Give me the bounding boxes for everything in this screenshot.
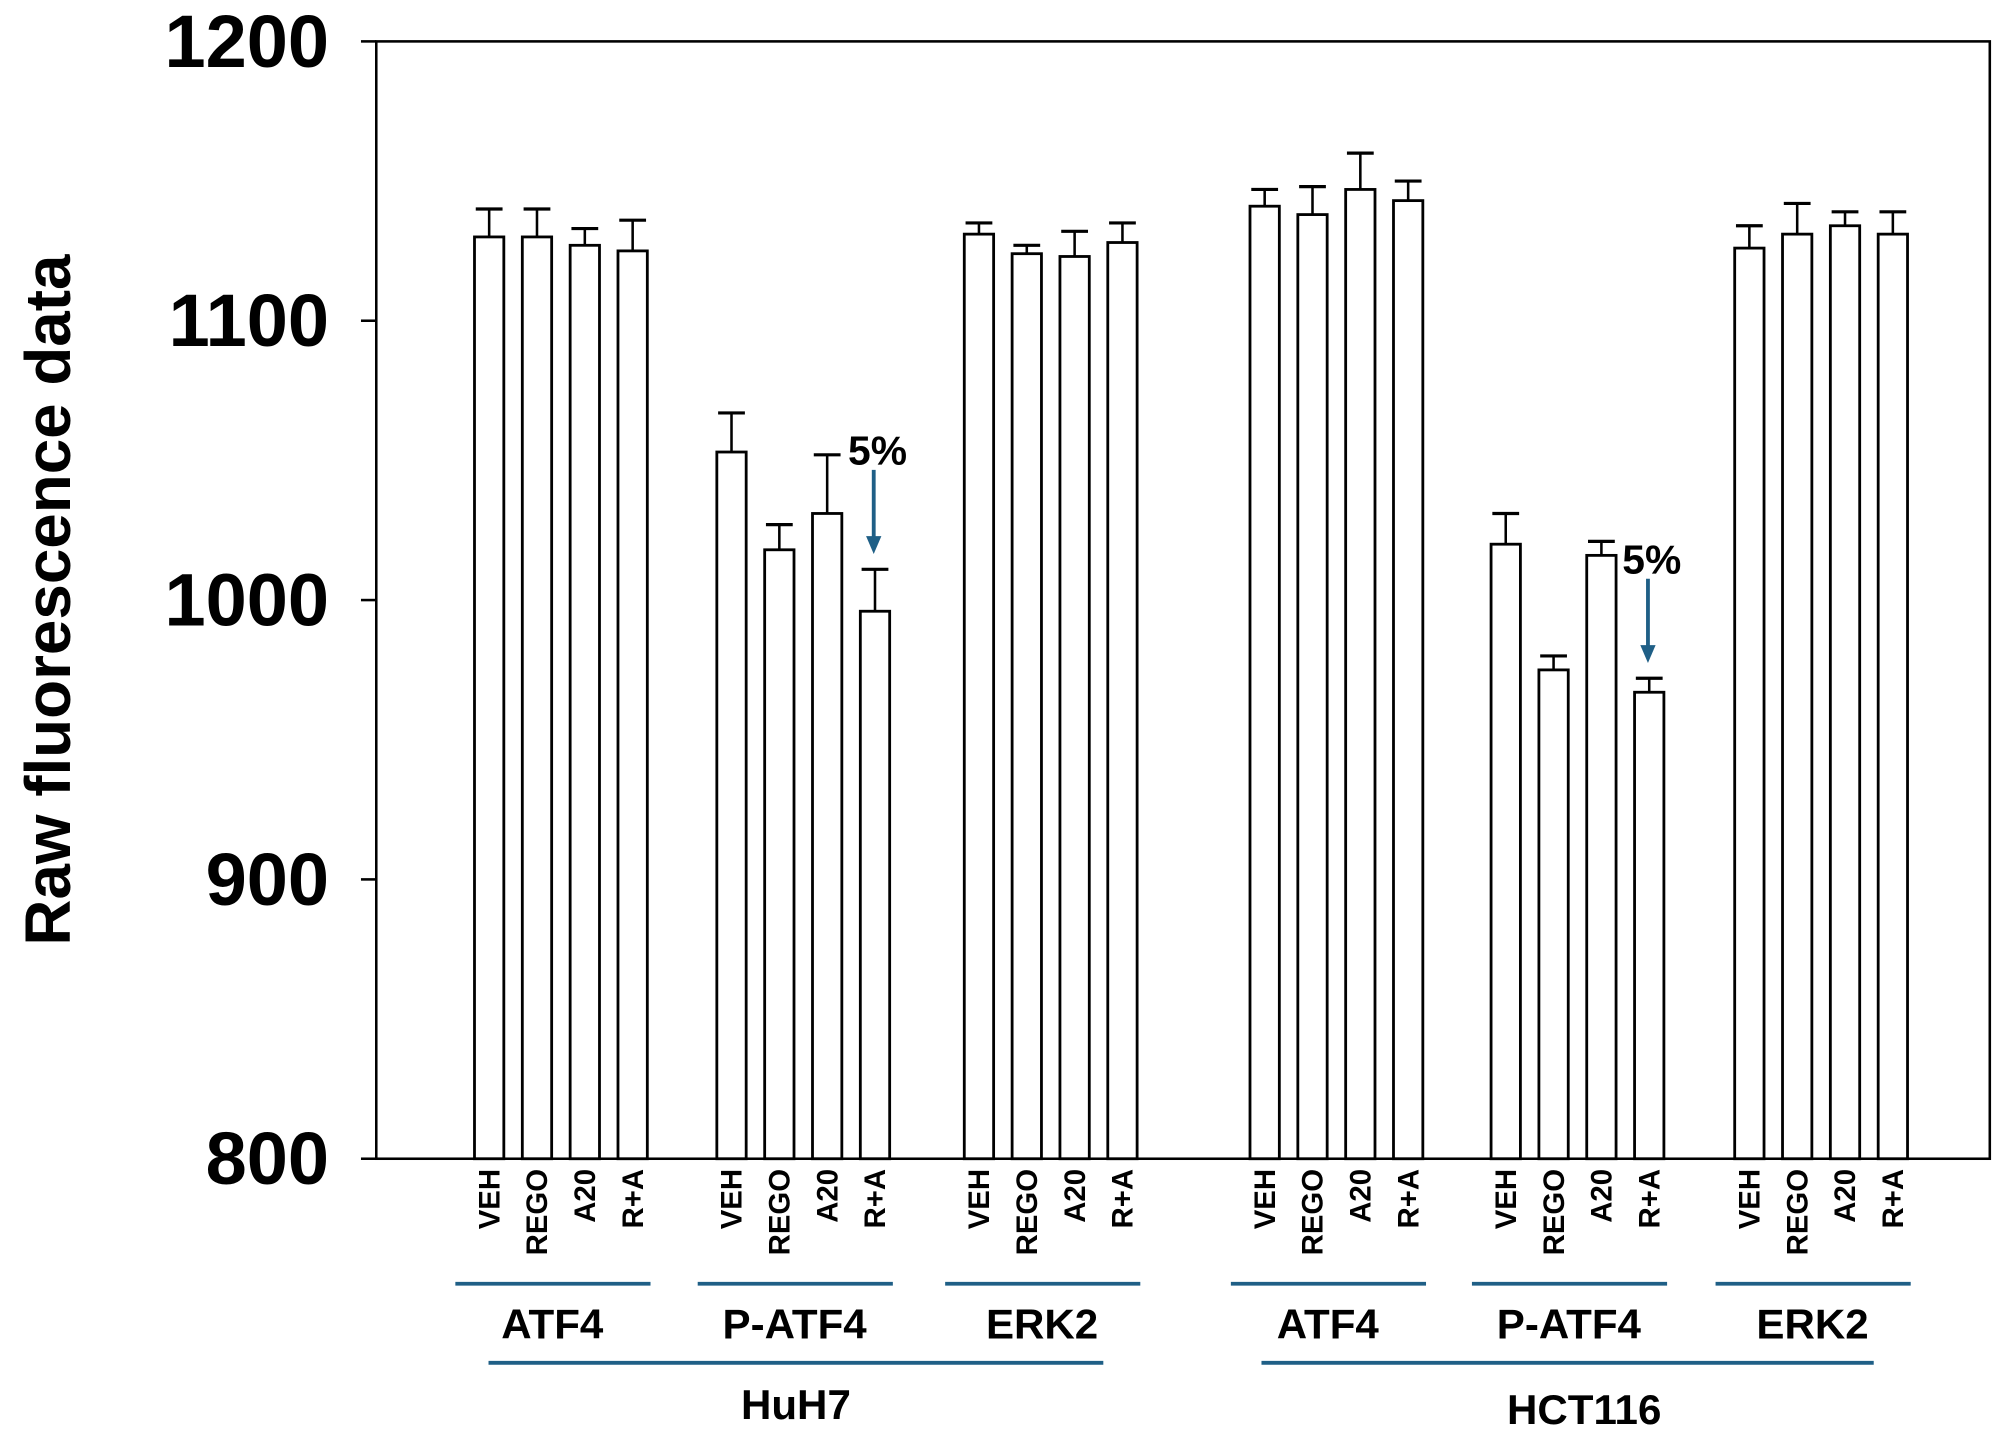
x-tick-label: R+A — [1877, 1169, 1910, 1229]
annotation-label: 5% — [848, 428, 907, 474]
group-label: ATF4 — [501, 1301, 604, 1348]
y-tick-label: 900 — [206, 838, 329, 921]
annotations: 5% 5% — [848, 428, 1681, 663]
x-tick-label: REGO — [521, 1169, 554, 1255]
bar-HuH7-P-ATF4-R+A — [858, 609, 892, 1161]
x-tick-label: REGO — [1297, 1169, 1330, 1255]
annotation-label: 5% — [1622, 537, 1681, 583]
group-label: P-ATF4 — [1497, 1301, 1642, 1348]
x-tick-label: VEH — [963, 1169, 996, 1229]
arrowhead-icon — [1640, 645, 1656, 663]
cell-line-label: HCT116 — [1507, 1386, 1661, 1431]
bar-HuH7-P-ATF4-A20 — [811, 512, 844, 1161]
bar-HCT116-ERK2-VEH — [1733, 246, 1766, 1161]
x-tick-label: VEH — [1734, 1169, 1767, 1229]
bar-HCT116-ATF4-A20 — [1344, 188, 1377, 1161]
cell-line-label: HuH7 — [741, 1381, 851, 1428]
x-tick-label: R+A — [859, 1169, 892, 1229]
y-tick-label: 1100 — [169, 279, 329, 362]
bar-HCT116-P-ATF4-R+A — [1633, 690, 1666, 1161]
group-label: ERK2 — [986, 1301, 1098, 1348]
y-axis: 800 900 1000 1100 1200 — [165, 0, 377, 1200]
bar-HuH7-ERK2-R+A — [1106, 241, 1139, 1161]
x-tick-label: VEH — [716, 1169, 749, 1229]
x-tick-label: A20 — [569, 1169, 602, 1223]
x-tick-label: A20 — [811, 1169, 844, 1223]
bar-HCT116-ERK2-R+A — [1876, 232, 1909, 1161]
bar-HuH7-P-ATF4-REGO — [763, 548, 796, 1161]
group-label: ERK2 — [1756, 1301, 1868, 1348]
y-tick-label: 1000 — [165, 559, 330, 642]
x-tick-label: VEH — [473, 1169, 506, 1229]
group-label: ATF4 — [1277, 1301, 1380, 1348]
bar-HCT116-P-ATF4-VEH — [1489, 542, 1522, 1161]
x-tick-label: REGO — [764, 1169, 797, 1255]
y-axis-label: Raw fluorescence data — [12, 254, 84, 946]
x-tick-label: A20 — [1059, 1169, 1092, 1223]
bar-HCT116-ATF4-VEH — [1248, 204, 1281, 1161]
x-tick-label: REGO — [1011, 1169, 1044, 1255]
bar-HCT116-P-ATF4-A20 — [1585, 553, 1618, 1161]
x-tick-label: VEH — [1490, 1169, 1523, 1229]
bar-HCT116-P-ATF4-REGO — [1537, 668, 1570, 1161]
bar-HCT116-ERK2-A20 — [1828, 224, 1862, 1161]
arrowhead-icon — [866, 536, 882, 555]
bar-HCT116-ATF4-R+A — [1392, 199, 1425, 1161]
bar-HuH7-ERK2-A20 — [1058, 255, 1091, 1161]
x-tick-label: VEH — [1249, 1169, 1282, 1229]
y-tick-label: 800 — [206, 1117, 329, 1200]
bar-HuH7-ATF4-A20 — [568, 243, 601, 1161]
x-tick-label: R+A — [1633, 1169, 1666, 1229]
bar-HuH7-ATF4-R+A — [616, 249, 649, 1161]
bar-HCT116-ATF4-REGO — [1296, 213, 1329, 1161]
bar-HuH7-ERK2-VEH — [962, 232, 996, 1161]
y-tick-label: 1200 — [165, 0, 330, 83]
group-label: P-ATF4 — [723, 1301, 868, 1348]
bar-HuH7-P-ATF4-VEH — [715, 450, 748, 1161]
x-tick-label: R+A — [617, 1169, 650, 1229]
x-axis-labels: VEH REGO A20 R+A ATF4 VEH REGO A20 R+A P-ATF4 VEH R… — [455, 1169, 1911, 1431]
bar-HCT116-ERK2-REGO — [1781, 232, 1814, 1161]
x-tick-label: R+A — [1107, 1169, 1140, 1229]
bar-HuH7-ATF4-VEH — [473, 235, 506, 1161]
x-tick-label: A20 — [1829, 1169, 1862, 1223]
x-tick-label: R+A — [1392, 1169, 1425, 1229]
x-tick-label: A20 — [1345, 1169, 1378, 1223]
bar-HuH7-ERK2-REGO — [1010, 252, 1043, 1161]
bars — [473, 151, 1909, 1161]
x-tick-label: REGO — [1538, 1169, 1571, 1255]
x-tick-label: A20 — [1586, 1169, 1619, 1223]
bar-HuH7-ATF4-REGO — [520, 235, 554, 1161]
x-tick-label: REGO — [1781, 1169, 1814, 1255]
